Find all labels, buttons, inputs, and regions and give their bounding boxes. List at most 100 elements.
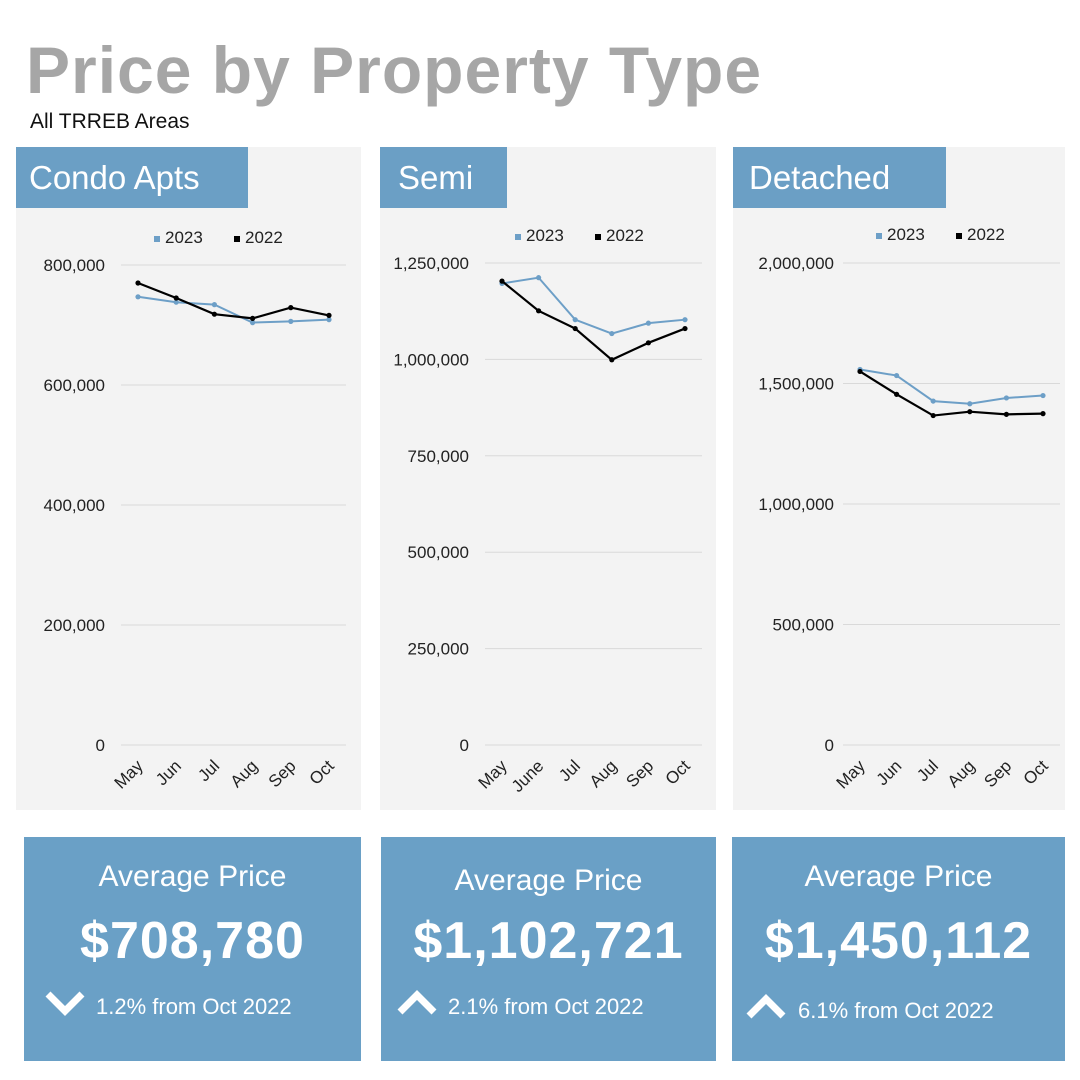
legend-label: 2022 xyxy=(606,226,644,245)
series-line-2022 xyxy=(859,370,1044,417)
series-line-2023 xyxy=(501,276,686,335)
data-point-2022 xyxy=(326,312,332,318)
data-point-2022 xyxy=(930,412,936,419)
chevron-down-icon xyxy=(44,990,86,1016)
legend-marker xyxy=(956,233,962,239)
data-point-2022 xyxy=(857,368,863,375)
x-tick-label: Aug xyxy=(227,756,262,791)
x-tick-label: Oct xyxy=(662,756,694,788)
data-point-2022 xyxy=(250,315,256,321)
x-tick-label: Aug xyxy=(586,756,621,791)
data-point-2023 xyxy=(135,294,141,300)
data-point-2023 xyxy=(1040,392,1046,399)
chart-title: Detached xyxy=(733,147,946,208)
y-tick-label: 400,000 xyxy=(44,496,105,515)
x-tick-label: Sep xyxy=(265,756,300,791)
data-point-2022 xyxy=(609,357,615,363)
data-point-2023 xyxy=(894,372,900,379)
series-line-2023 xyxy=(137,295,330,324)
y-tick-label: 250,000 xyxy=(408,640,469,659)
x-tick-label: May xyxy=(475,756,511,792)
semi-chart-panel: Semi 0 250,000 500,000 750,000 1,000,000 1,25… xyxy=(380,147,716,810)
data-point-2023 xyxy=(572,317,578,323)
series-line-2022 xyxy=(137,281,330,320)
legend-marker xyxy=(595,234,601,240)
legend-label: 2023 xyxy=(165,228,203,247)
card-label: Average Price xyxy=(454,864,643,897)
x-tick-label: Jul xyxy=(194,756,223,785)
data-point-2022 xyxy=(645,340,651,346)
x-tick-label: Oct xyxy=(1020,756,1052,788)
y-tick-label: 1,000,000 xyxy=(758,495,834,514)
chart-title: Condo Apts xyxy=(16,147,248,208)
semi-line-chart: 0 250,000 500,000 750,000 1,000,000 1,250,000… xyxy=(393,226,702,796)
condo-line-chart: 0 200,000 400,000 600,000 800,000 May Jun Jul Au… xyxy=(44,228,346,793)
semi-average-price-card: Average Price $1,102,721 2.1% from Oct 2… xyxy=(381,837,716,1061)
x-tick-label: Jun xyxy=(873,756,906,789)
card-change: 6.1% from Oct 2022 xyxy=(798,998,994,1023)
data-point-2022 xyxy=(572,325,578,332)
page-subtitle: All TRREB Areas xyxy=(30,110,190,133)
x-tick-label: Sep xyxy=(622,756,657,791)
data-point-2022 xyxy=(1040,411,1046,417)
legend-marker xyxy=(515,234,521,240)
x-tick-label: Jul xyxy=(555,756,584,785)
data-point-2023 xyxy=(609,330,615,337)
card-change: 1.2% from Oct 2022 xyxy=(96,994,292,1019)
data-point-2022 xyxy=(499,278,505,284)
data-point-2022 xyxy=(536,308,542,314)
x-tick-label: Jun xyxy=(152,756,185,789)
data-point-2023 xyxy=(967,401,973,407)
chevron-up-icon xyxy=(745,994,787,1020)
condo-chart-panel: Condo Apts 0 200,000 400,000 600,000 800,000… xyxy=(16,147,361,810)
chevron-up-icon xyxy=(396,990,438,1016)
card-change: 2.1% from Oct 2022 xyxy=(448,994,644,1019)
y-tick-label: 800,000 xyxy=(44,256,105,275)
y-tick-label: 1,250,000 xyxy=(393,254,469,273)
x-tick-label: Aug xyxy=(944,756,979,791)
card-value: $1,450,112 xyxy=(764,912,1033,970)
y-tick-label: 0 xyxy=(825,736,834,755)
legend-label: 2022 xyxy=(967,225,1005,244)
y-tick-label: 1,000,000 xyxy=(393,350,469,369)
y-tick-label: 1,500,000 xyxy=(758,375,834,394)
y-tick-label: 600,000 xyxy=(44,376,105,395)
data-point-2022 xyxy=(894,391,900,397)
legend-marker xyxy=(154,236,160,242)
chart-title: Semi xyxy=(380,147,507,208)
legend-marker xyxy=(876,233,882,239)
data-point-2022 xyxy=(135,280,141,286)
x-tick-label: Jul xyxy=(913,756,942,785)
x-tick-label: May xyxy=(111,756,147,792)
x-tick-label: June xyxy=(508,756,548,796)
data-point-2023 xyxy=(250,320,256,326)
y-tick-label: 750,000 xyxy=(408,447,469,466)
data-point-2023 xyxy=(536,275,542,281)
detached-average-price-card: Average Price $1,450,112 6.1% from Oct 2… xyxy=(732,837,1065,1061)
data-point-2023 xyxy=(682,317,688,323)
card-label: Average Price xyxy=(98,860,287,893)
x-tick-label: Sep xyxy=(980,756,1015,791)
data-point-2023 xyxy=(211,302,217,308)
data-point-2022 xyxy=(211,311,217,317)
legend-label: 2023 xyxy=(887,225,925,244)
page-title: Price by Property Type xyxy=(26,33,763,107)
data-point-2022 xyxy=(1003,411,1009,417)
card-value: $1,102,721 xyxy=(413,912,684,970)
condo-average-price-card: Average Price $708,780 1.2% from Oct 202… xyxy=(24,837,361,1061)
data-point-2022 xyxy=(173,295,179,301)
series-line-2023 xyxy=(859,368,1044,405)
data-point-2022 xyxy=(288,305,294,311)
legend-marker xyxy=(234,236,240,242)
y-tick-label: 500,000 xyxy=(773,616,834,635)
x-tick-label: May xyxy=(833,756,869,792)
data-point-2022 xyxy=(682,325,688,332)
data-point-2023 xyxy=(173,299,179,305)
legend-label: 2023 xyxy=(526,226,564,245)
data-point-2023 xyxy=(930,398,936,404)
y-tick-label: 200,000 xyxy=(44,616,105,635)
y-tick-label: 2,000,000 xyxy=(758,254,834,273)
data-point-2023 xyxy=(288,318,294,324)
y-tick-label: 0 xyxy=(460,736,469,755)
